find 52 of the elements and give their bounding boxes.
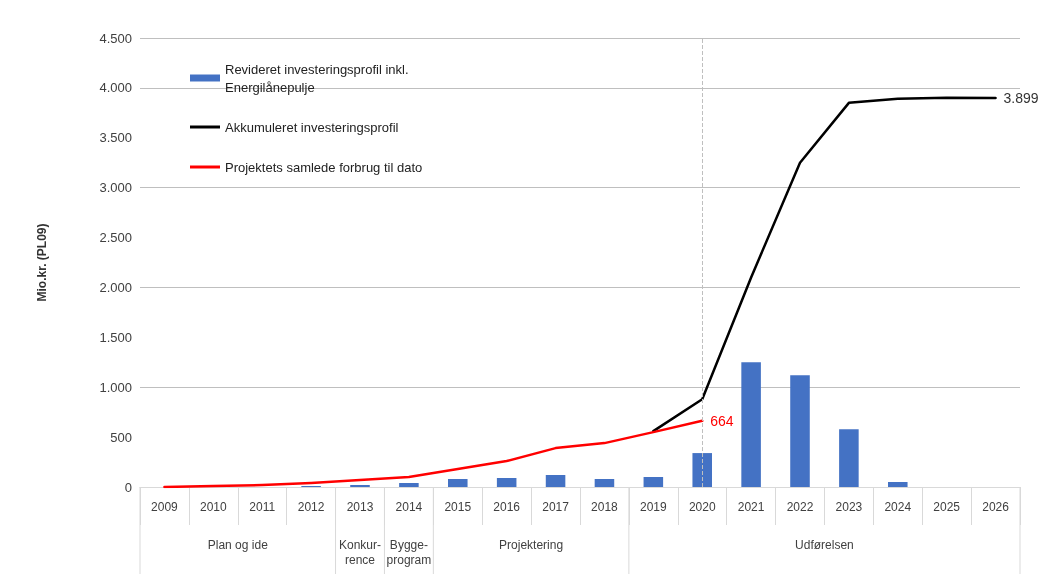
- x-tick-label: 2012: [297, 500, 325, 514]
- x-tick-label: 2025: [933, 500, 961, 514]
- legend-label: Revideret investeringsprofil inkl. Energilånepulje: [225, 61, 413, 95]
- text: Plan og ide: [207, 537, 269, 552]
- text: Udførelsen: [795, 537, 854, 552]
- x-tick-label: 2010: [199, 500, 227, 514]
- bar: [594, 479, 615, 487]
- x-tick-label: 2017: [542, 500, 570, 514]
- bar: [888, 482, 908, 487]
- bar: [839, 429, 859, 487]
- x-tick-label: 2011: [249, 500, 276, 514]
- bar: [545, 475, 566, 487]
- text: Bygge-program: [386, 537, 432, 567]
- y-tick-label: 1.000: [99, 379, 132, 395]
- x-tick-label: 2023: [835, 500, 863, 514]
- y-tick-label: 3.000: [99, 180, 132, 196]
- y-axis-title: Mio.kr. (PL09): [35, 223, 49, 302]
- bar: [496, 478, 517, 487]
- x-tick-label: 2013: [346, 500, 374, 514]
- y-tick-label: 0: [124, 479, 132, 495]
- x-tick-label: 2018: [591, 500, 619, 514]
- x-tick-label: 2009: [151, 500, 179, 514]
- y-tick-label: 3.500: [99, 130, 132, 146]
- bar: [741, 362, 761, 487]
- y-tick-label: 1.500: [99, 329, 132, 345]
- legend-label: Akkumuleret investeringsprofil: [225, 119, 399, 135]
- line-series: [163, 419, 704, 489]
- x-tick-label: 2015: [444, 500, 472, 514]
- text: Konkur-rence: [338, 537, 382, 567]
- data-label: 664: [710, 412, 734, 429]
- bar: [692, 453, 712, 487]
- y-tick-label: 4.500: [99, 30, 132, 46]
- y-tick-label: 2.500: [99, 230, 132, 246]
- x-tick-label: 2024: [884, 500, 912, 514]
- bar: [790, 375, 810, 487]
- bar: [448, 479, 468, 487]
- bar: [643, 477, 664, 487]
- data-label: 3.899: [1003, 89, 1039, 106]
- x-tick-label: 2014: [395, 500, 423, 514]
- x-tick-label: 2016: [493, 500, 521, 514]
- y-tick-label: 500: [110, 429, 132, 445]
- x-tick-label: 2019: [639, 500, 667, 514]
- line-series: [652, 96, 997, 433]
- x-tick-label: 2021: [737, 500, 765, 514]
- legend-label: Projektets samlede forbrug til dato: [225, 159, 423, 175]
- x-tick-label: 2020: [688, 500, 716, 514]
- x-tick-label: 2022: [786, 500, 814, 514]
- y-tick-label: 2.000: [99, 279, 132, 295]
- text: Projektering: [499, 537, 564, 552]
- x-tick-label: 2026: [982, 500, 1010, 514]
- y-tick-label: 4.000: [99, 80, 132, 96]
- bar: [399, 483, 419, 487]
